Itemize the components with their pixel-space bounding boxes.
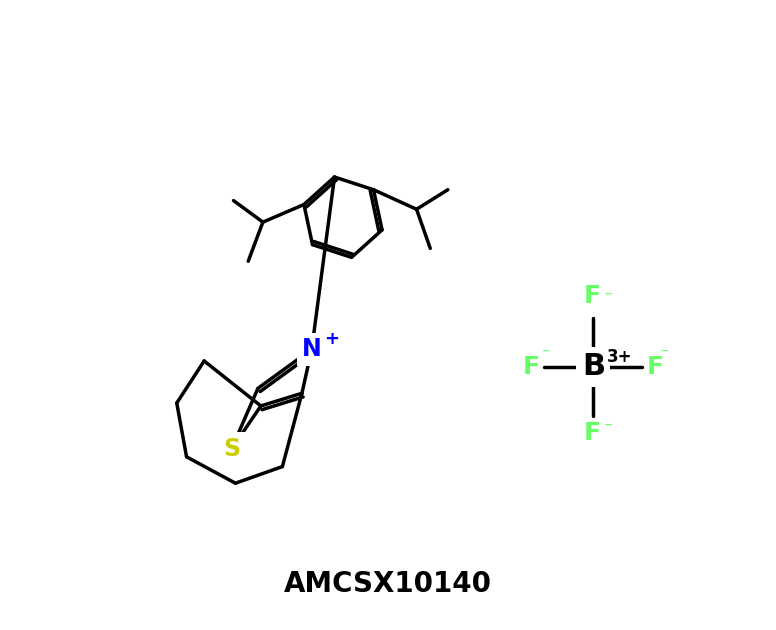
Text: F: F (647, 355, 664, 379)
Text: N: N (302, 337, 321, 361)
Text: ⁻: ⁻ (661, 346, 669, 362)
Text: +: + (324, 331, 339, 348)
Text: F: F (584, 421, 601, 445)
Text: AMCSX10140: AMCSX10140 (284, 570, 492, 598)
Text: F: F (522, 355, 539, 379)
Text: F: F (584, 284, 601, 308)
Text: ⁻: ⁻ (605, 419, 613, 437)
Text: 3+: 3+ (607, 348, 632, 366)
Text: ⁻: ⁻ (605, 288, 613, 306)
Text: S: S (223, 437, 240, 461)
Text: B: B (582, 352, 605, 381)
Text: ⁻: ⁻ (542, 346, 549, 362)
